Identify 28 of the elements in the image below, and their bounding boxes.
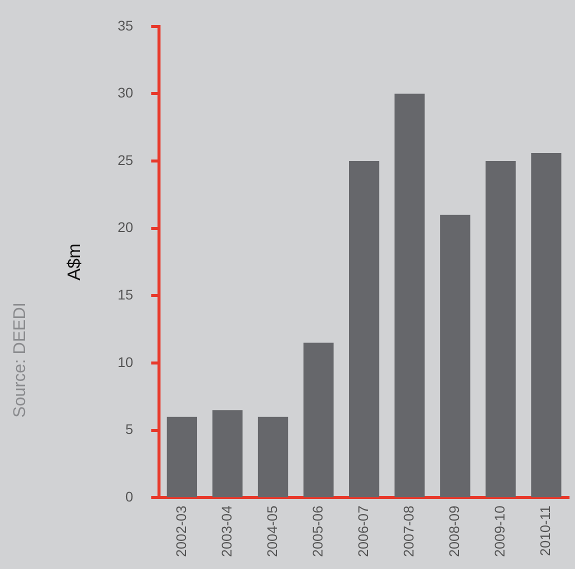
bar	[531, 152, 562, 498]
bar	[394, 94, 425, 498]
y-tick-label: 10	[118, 354, 134, 370]
y-tick-label: 0	[125, 488, 134, 504]
x-tick-label: 2003-04	[218, 505, 234, 558]
bar	[303, 342, 334, 498]
y-tick-label: 25	[118, 152, 134, 168]
bar	[440, 214, 470, 498]
bar	[212, 410, 243, 498]
y-tick-label: 15	[118, 286, 134, 303]
x-tick-label: 2002-03	[172, 505, 189, 558]
y-tick-label: 30	[118, 84, 134, 101]
x-tick-label: 2010-11	[537, 505, 554, 556]
bar	[486, 161, 516, 498]
x-tick-label: 2004-05	[264, 505, 280, 558]
y-tick-label: 5	[125, 421, 134, 438]
x-tick-label: 2006-07	[354, 505, 371, 558]
y-axis-title: A$m	[64, 244, 84, 281]
y-tick-label: 20	[118, 219, 134, 236]
bar	[166, 416, 198, 498]
x-tick-label: 2005-06	[309, 505, 326, 558]
bar	[258, 416, 288, 498]
y-tick-label: 35	[118, 17, 134, 34]
x-tick-label: 2008-09	[446, 505, 462, 558]
bar	[349, 161, 380, 498]
source-note: Source: DEEDI	[10, 301, 30, 420]
x-tick-label: 2009-10	[492, 505, 508, 558]
x-tick-label: 2007-08	[400, 505, 416, 558]
